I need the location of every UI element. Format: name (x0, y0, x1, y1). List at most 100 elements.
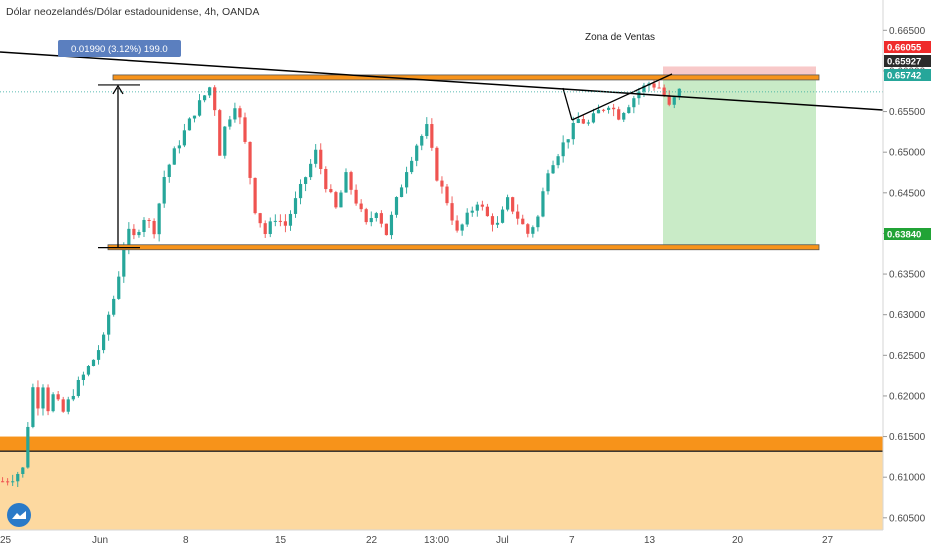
descending-trendline (0, 51, 884, 111)
candle-body (293, 198, 298, 214)
candle (667, 90, 671, 107)
candle (203, 94, 207, 103)
candle-body (41, 387, 45, 409)
candle (677, 88, 681, 101)
candle (81, 371, 85, 386)
candle-body (566, 139, 570, 143)
candle (506, 194, 510, 212)
candle-body (531, 227, 535, 234)
candle-body (334, 192, 338, 208)
candle-body (304, 177, 308, 184)
candle-body (480, 204, 484, 207)
x-tick-label: 20 (732, 535, 744, 546)
measure-label: 0.01990 (3.12%) 199.0 (71, 44, 168, 55)
candle-body (102, 334, 106, 351)
candle (61, 396, 65, 413)
candle (51, 392, 55, 413)
y-tick-label: 0.65000 (889, 148, 926, 159)
candle (172, 146, 176, 165)
candle-body (91, 359, 96, 367)
candle-body (11, 481, 15, 483)
candle-body (177, 145, 181, 149)
candle-body (632, 98, 636, 108)
candle (581, 114, 585, 125)
candle-body (586, 122, 590, 124)
candle-body (56, 394, 60, 400)
candle (460, 223, 464, 236)
price-badge: 0.66055 (884, 41, 931, 54)
candle-body (26, 426, 30, 468)
logo-mark-icon (12, 511, 26, 519)
candle (551, 160, 555, 175)
candle-body (617, 109, 621, 120)
candle (455, 215, 459, 233)
candle-body (197, 100, 202, 116)
candle-body (637, 91, 641, 99)
candle (465, 208, 469, 227)
candle (410, 156, 414, 175)
candle-body (369, 217, 373, 223)
candle (334, 190, 338, 209)
candle-body (455, 220, 459, 231)
candle-body (324, 168, 328, 190)
candle-body (117, 276, 121, 299)
candle-body (81, 374, 85, 381)
candle-body (122, 247, 126, 277)
candle (117, 271, 121, 300)
candle-body (192, 115, 197, 119)
candle (16, 471, 20, 488)
candle (238, 105, 242, 125)
candle-body (576, 119, 580, 123)
candle (248, 141, 252, 185)
candle-body (506, 197, 510, 210)
candle-body (652, 83, 656, 88)
candle-body (319, 149, 323, 169)
candle-body (288, 213, 293, 226)
candle (516, 204, 520, 225)
candle (283, 214, 287, 233)
candle-body (612, 107, 616, 110)
candle-body (314, 149, 318, 164)
candle-body (76, 380, 80, 396)
candle (344, 168, 348, 193)
price-badge-bg (884, 55, 931, 67)
candle (177, 140, 181, 154)
candle-body (167, 164, 171, 177)
candle-body (309, 163, 313, 178)
price-axis[interactable] (883, 0, 932, 550)
candle (521, 214, 525, 225)
lower-demand-zone (0, 436, 883, 530)
candle-body (298, 183, 303, 199)
x-tick-label: Jul (496, 535, 509, 546)
candle (218, 108, 222, 156)
candle (319, 143, 323, 175)
candle (591, 108, 596, 124)
candle-body (162, 176, 166, 204)
candle (147, 218, 151, 228)
candle-body (551, 165, 555, 174)
candle-body (399, 187, 404, 198)
y-tick-label: 0.62500 (889, 351, 926, 362)
candle-body (450, 203, 454, 221)
candle-body (233, 108, 237, 120)
candle-body (36, 387, 40, 409)
candle-body (187, 118, 192, 131)
candle (132, 224, 136, 240)
candle-body (430, 124, 434, 148)
candle-body (359, 203, 363, 210)
candle (536, 214, 540, 232)
time-axis[interactable] (0, 530, 883, 550)
candle-body (601, 109, 606, 111)
y-tick-label: 0.61500 (889, 432, 926, 443)
x-tick-label: 13 (644, 535, 656, 546)
candle (298, 179, 303, 205)
candle-body (339, 192, 343, 208)
candle (369, 211, 373, 227)
triangle-left-leg (562, 87, 573, 121)
measure-arrow-icon (112, 84, 124, 95)
candle-body (263, 223, 267, 235)
candle-body (31, 387, 35, 427)
candle (268, 217, 272, 238)
